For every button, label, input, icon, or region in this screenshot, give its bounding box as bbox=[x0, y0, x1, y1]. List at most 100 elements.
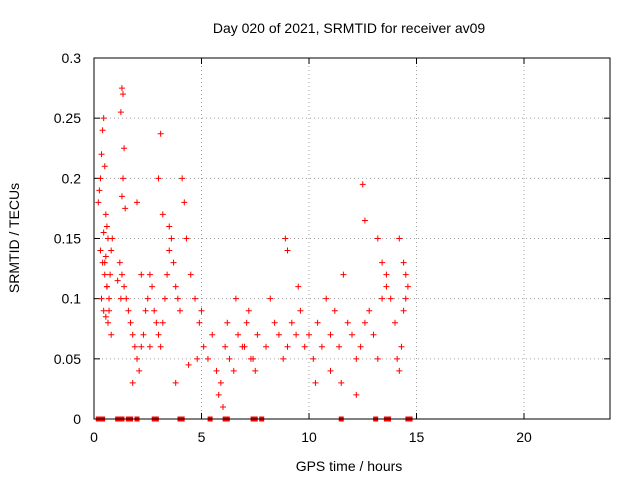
data-point bbox=[383, 271, 390, 278]
data-point bbox=[168, 235, 175, 242]
data-point bbox=[204, 355, 211, 362]
data-point bbox=[224, 319, 231, 326]
data-point bbox=[187, 271, 194, 278]
data-point bbox=[344, 319, 351, 326]
x-tick-label: 5 bbox=[198, 429, 206, 445]
data-point bbox=[282, 235, 289, 242]
y-tick-label: 0 bbox=[73, 411, 81, 427]
data-point bbox=[310, 355, 317, 362]
data-point bbox=[394, 355, 401, 362]
x-tick-label: 20 bbox=[516, 429, 532, 445]
data-point bbox=[220, 403, 226, 410]
data-point bbox=[280, 355, 287, 362]
data-point bbox=[129, 379, 136, 386]
data-point bbox=[383, 283, 390, 290]
data-point bbox=[166, 223, 173, 230]
data-point bbox=[172, 283, 179, 290]
data-point bbox=[117, 295, 124, 302]
data-point bbox=[120, 175, 127, 182]
data-point bbox=[118, 193, 125, 200]
data-point bbox=[157, 130, 164, 137]
data-point bbox=[312, 379, 319, 386]
x-tick-label: 15 bbox=[409, 429, 425, 445]
data-point bbox=[336, 343, 343, 350]
data-point bbox=[108, 247, 115, 254]
data-point bbox=[118, 271, 125, 278]
data-point bbox=[200, 343, 207, 350]
data-point bbox=[140, 331, 147, 338]
data-point bbox=[275, 331, 282, 338]
data-point bbox=[97, 247, 104, 254]
data-point bbox=[295, 283, 302, 290]
data-point bbox=[400, 259, 407, 266]
data-point bbox=[96, 187, 103, 194]
data-point bbox=[121, 283, 128, 290]
data-point bbox=[226, 355, 233, 362]
grid-lines bbox=[94, 58, 610, 419]
data-point bbox=[379, 295, 386, 302]
data-point bbox=[129, 331, 136, 338]
data-point bbox=[396, 235, 403, 242]
data-point bbox=[138, 271, 145, 278]
data-point bbox=[149, 283, 156, 290]
data-point bbox=[153, 319, 160, 326]
data-point bbox=[366, 307, 373, 314]
data-point bbox=[267, 295, 274, 302]
data-point bbox=[243, 319, 250, 326]
data-point bbox=[164, 271, 171, 278]
data-point bbox=[374, 235, 381, 242]
data-point bbox=[217, 379, 224, 386]
data-point bbox=[155, 175, 162, 182]
data-point bbox=[284, 247, 291, 254]
data-point bbox=[179, 175, 186, 182]
data-point bbox=[138, 343, 145, 350]
data-points bbox=[95, 85, 413, 422]
data-point bbox=[314, 319, 321, 326]
data-point bbox=[301, 343, 308, 350]
data-point bbox=[400, 307, 407, 314]
data-point bbox=[172, 379, 179, 386]
data-point bbox=[101, 163, 108, 170]
data-point bbox=[142, 307, 149, 314]
data-point bbox=[97, 175, 104, 182]
y-axis-label: SRMTID / TECUs bbox=[6, 183, 22, 293]
data-point bbox=[338, 379, 345, 386]
data-point bbox=[174, 295, 181, 302]
data-point bbox=[215, 391, 222, 398]
y-tick-label: 0.3 bbox=[62, 50, 82, 66]
data-point bbox=[353, 355, 360, 362]
data-point bbox=[379, 259, 386, 266]
data-point bbox=[271, 319, 278, 326]
data-point bbox=[103, 223, 110, 230]
data-point bbox=[293, 331, 300, 338]
x-tick-label: 10 bbox=[301, 429, 317, 445]
data-point bbox=[387, 295, 394, 302]
data-point bbox=[194, 355, 201, 362]
chart-title: Day 020 of 2021, SRMTID for receiver av0… bbox=[213, 20, 486, 36]
data-point bbox=[361, 319, 368, 326]
data-point bbox=[181, 199, 188, 206]
data-point bbox=[327, 367, 334, 374]
data-point bbox=[402, 271, 409, 278]
data-point bbox=[151, 307, 158, 314]
data-point bbox=[134, 355, 140, 362]
data-point bbox=[177, 307, 183, 314]
data-point bbox=[263, 343, 269, 350]
data-point bbox=[353, 391, 360, 398]
data-point bbox=[146, 271, 153, 278]
data-point bbox=[396, 367, 403, 374]
data-point bbox=[357, 343, 364, 350]
data-point bbox=[159, 211, 166, 218]
data-point bbox=[402, 295, 409, 302]
data-point bbox=[166, 247, 173, 254]
data-point bbox=[192, 295, 199, 302]
data-point bbox=[100, 307, 107, 314]
data-point bbox=[349, 331, 355, 338]
data-point bbox=[288, 319, 295, 326]
y-tick-label: 0.25 bbox=[54, 110, 81, 126]
data-point bbox=[144, 295, 151, 302]
plot-frame bbox=[93, 57, 611, 420]
data-point bbox=[250, 355, 257, 362]
data-point bbox=[98, 151, 105, 158]
